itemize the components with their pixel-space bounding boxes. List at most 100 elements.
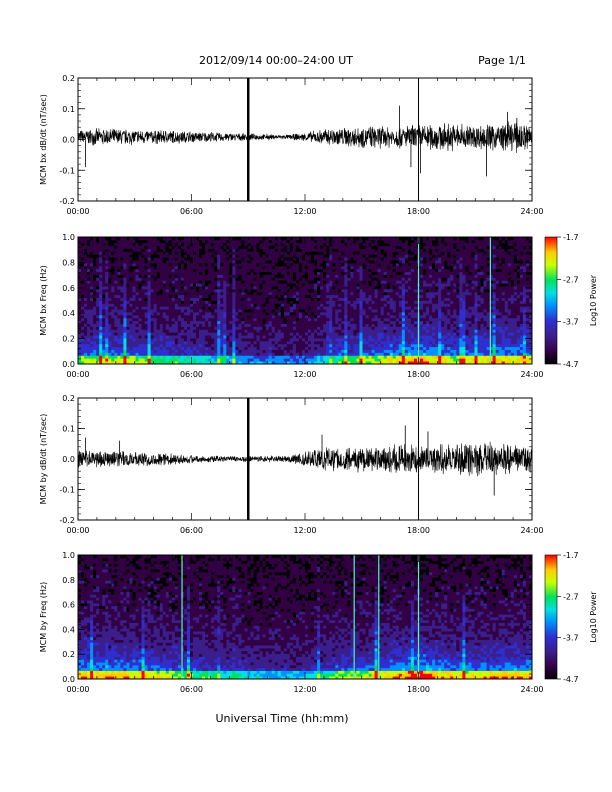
- spectrogram-cell: [410, 288, 415, 293]
- spectrogram-cell: [202, 268, 206, 273]
- spectrogram-cell: [180, 237, 185, 241]
- spectrogram-cell: [383, 262, 388, 267]
- spectrogram-cell: [220, 355, 224, 359]
- spectrogram-cell: [87, 300, 91, 304]
- spectrogram-cell: [220, 280, 224, 284]
- spectrogram-cell: [350, 317, 354, 322]
- spectrogram-cell: [353, 291, 357, 296]
- spectrogram-cell: [250, 312, 254, 316]
- spectrogram-cell: [123, 306, 127, 310]
- spectrogram-cell: [410, 306, 415, 310]
- spectrogram-cell: [335, 242, 339, 247]
- spectrogram-cell: [320, 338, 324, 342]
- spectrogram-cell: [380, 297, 385, 301]
- spectrogram-cell: [371, 239, 376, 244]
- spectrogram-cell: [404, 254, 409, 258]
- spectrogram-cell: [356, 260, 360, 264]
- spectrogram-cell: [162, 251, 167, 255]
- spectrogram-cell: [265, 254, 270, 258]
- spectrogram-cell: [105, 283, 109, 287]
- spectrogram-cell: [217, 352, 221, 356]
- spectrogram-cell: [380, 262, 385, 267]
- spectrogram-cell: [305, 251, 309, 255]
- spectrogram-cell: [247, 248, 251, 252]
- spectrogram-cell: [265, 286, 270, 290]
- spectrogram-cell: [383, 268, 388, 273]
- spectrogram-cell: [114, 335, 118, 339]
- spectrogram-cell: [235, 358, 239, 362]
- spectrogram-cell: [298, 268, 303, 273]
- spectrogram-cell: [280, 317, 285, 322]
- spectrogram-cell: [168, 245, 173, 249]
- spectrogram-cell: [120, 329, 124, 333]
- spectrogram-cell: [359, 323, 363, 327]
- spectrogram-cell: [117, 329, 121, 333]
- spectrogram-cell: [84, 288, 88, 293]
- spectrogram-cell: [308, 352, 312, 356]
- spectrogram-cell: [335, 257, 339, 261]
- spectrogram-cell: [214, 257, 218, 261]
- spectrogram-cell: [96, 248, 100, 252]
- spectrogram-cell: [289, 352, 294, 356]
- spectrogram-cell: [186, 286, 191, 290]
- spectrogram-cell: [362, 294, 366, 299]
- spectrogram-cell: [132, 294, 136, 299]
- spectrogram-cell: [171, 338, 176, 342]
- spectrogram-cell: [168, 277, 173, 281]
- spectrogram-cell: [332, 338, 336, 342]
- spectrogram-cell: [377, 286, 382, 290]
- spectrogram-cell: [286, 317, 291, 322]
- spectrogram-cell: [78, 329, 82, 333]
- spectrogram-cell: [223, 260, 227, 264]
- spectrogram-cell: [256, 257, 260, 261]
- spectrogram-cell: [377, 268, 382, 273]
- spectrogram-cell: [244, 274, 248, 278]
- spectrogram-cell: [217, 300, 221, 304]
- spectrogram-cell: [105, 335, 109, 339]
- spectrogram-cell: [165, 271, 170, 275]
- spectrogram-cell: [108, 317, 112, 322]
- spectrogram-cell: [365, 332, 369, 336]
- spectrogram-cell: [162, 271, 167, 275]
- spectrogram-cell: [177, 303, 182, 307]
- spectrogram-cell: [205, 248, 209, 252]
- spectrogram-cell: [326, 349, 330, 353]
- spectrogram-cell: [165, 294, 170, 299]
- spectrogram-cell: [159, 245, 164, 249]
- spectrogram-cell: [314, 288, 318, 293]
- spectrogram-cell: [323, 268, 327, 273]
- spectrogram-cell: [401, 297, 406, 301]
- spectrogram-cell: [338, 312, 342, 316]
- spectrogram-cell: [102, 242, 106, 247]
- spectrogram-cell: [129, 268, 133, 273]
- spectrogram-cell: [326, 283, 330, 287]
- spectrogram-cell: [253, 309, 257, 313]
- spectrogram-cell: [241, 262, 245, 267]
- spectrogram-cell: [177, 340, 182, 345]
- spectrogram-cell: [292, 260, 297, 264]
- spectrogram-cell: [162, 355, 167, 359]
- spectrogram-cell: [335, 248, 339, 252]
- spectrogram-cell: [359, 248, 363, 252]
- spectrogram-cell: [93, 320, 97, 324]
- spectrogram-cell: [168, 242, 173, 247]
- spectrogram-cell: [368, 257, 372, 261]
- spectrogram-cell: [105, 251, 109, 255]
- spectrogram-cell: [347, 358, 351, 362]
- spectrogram-cell: [289, 254, 294, 258]
- spectrogram-cell: [395, 291, 400, 296]
- spectrogram-cell: [199, 306, 203, 310]
- spectrogram-cell: [114, 317, 118, 322]
- spectrogram-cell: [241, 283, 245, 287]
- spectrogram-cell: [374, 326, 379, 330]
- spectrogram-cell: [211, 335, 215, 339]
- spectrogram-cell: [277, 297, 282, 301]
- spectrogram-cell: [135, 274, 139, 278]
- spectrogram-cell: [117, 277, 121, 281]
- spectrogram-cell: [350, 346, 354, 350]
- spectrogram-cell: [265, 335, 270, 339]
- spectrogram-cell: [180, 338, 185, 342]
- spectrogram-cell: [226, 338, 230, 342]
- spectrogram-cell: [332, 323, 336, 327]
- spectrogram-cell: [159, 274, 164, 278]
